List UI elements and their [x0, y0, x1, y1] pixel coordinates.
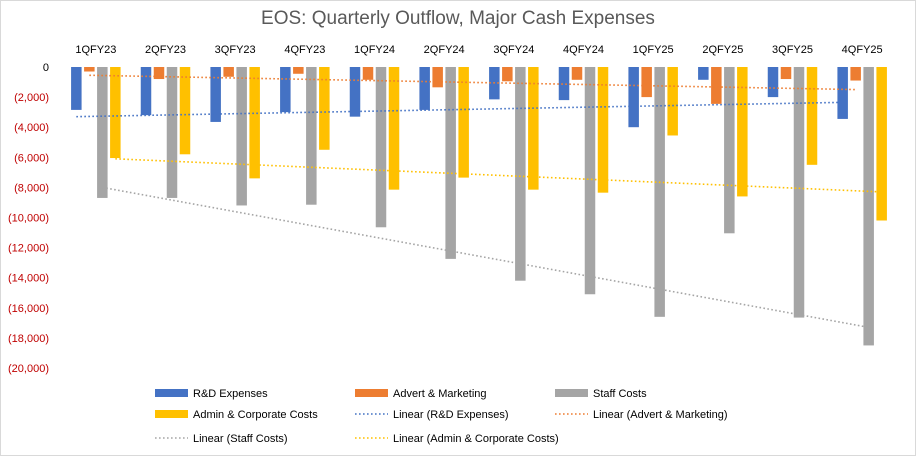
x-tick-label-1qfy24: 1QFY24	[354, 44, 395, 56]
x-tick-label-1qfy25: 1QFY25	[633, 44, 674, 56]
bar-r-d-expenses-2qfy24	[419, 67, 430, 110]
legend: R&D Expenses Advert & Marketing Staff Cost…	[155, 388, 728, 445]
bar-admin-corporate-costs-2qfy24	[458, 67, 469, 178]
bar-r-d-expenses-4qfy24	[558, 67, 570, 101]
bar-advert-marketing-3qfy24	[502, 67, 513, 82]
legend-label-linear-staff-costs: Linear (Staff Costs)	[193, 433, 288, 445]
bar-staff-costs-2qfy25	[724, 67, 735, 234]
y-tick-label: (16,000)	[8, 303, 49, 315]
x-tick-label-4qfy23: 4QFY23	[284, 44, 325, 56]
bar-admin-corporate-costs-3qfy24	[528, 67, 539, 190]
bar-r-d-expenses-2qfy23	[140, 67, 152, 116]
bar-r-d-expenses-4qfy23	[280, 67, 291, 113]
legend-label-r-d-expenses: R&D Expenses	[193, 388, 268, 400]
bar-r-d-expenses-1qfy25	[628, 67, 639, 128]
trendlines	[76, 74, 882, 329]
bar-staff-costs-2qfy23	[166, 67, 178, 198]
bar-advert-marketing-3qfy25	[780, 67, 792, 80]
x-tick-label-3qfy25: 3QFY25	[772, 44, 813, 56]
bar-staff-costs-1qfy23	[97, 67, 108, 198]
legend-swatch-staff-costs	[555, 389, 588, 397]
bar-staff-costs-3qfy25	[793, 67, 805, 318]
bar-admin-corporate-costs-4qfy24	[597, 67, 609, 193]
bar-admin-corporate-costs-1qfy25	[667, 67, 678, 136]
bar-advert-marketing-1qfy24	[362, 67, 374, 80]
bar-advert-marketing-1qfy25	[641, 67, 652, 98]
bar-r-d-expenses-2qfy25	[698, 67, 709, 80]
legend-label-linear-advert-marketing: Linear (Advert & Marketing)	[593, 409, 728, 421]
y-tick-label: (2,000)	[14, 92, 49, 104]
y-tick-label: (12,000)	[8, 243, 49, 255]
bar-advert-marketing-2qfy23	[153, 67, 165, 80]
bar-staff-costs-2qfy24	[445, 67, 456, 259]
bar-admin-corporate-costs-4qfy25	[876, 67, 887, 221]
y-axis-labels: 0 (2,000) (4,000) (6,000) (8,000) (10,000) (12…	[8, 62, 49, 375]
x-tick-label-3qfy24: 3QFY24	[493, 44, 534, 56]
bar-advert-marketing-4qfy23	[293, 67, 304, 74]
legend-label-linear-admin-corporate-costs: Linear (Admin & Corporate Costs)	[393, 433, 559, 445]
bar-admin-corporate-costs-1qfy23	[110, 67, 121, 159]
y-tick-label: (8,000)	[14, 182, 49, 194]
x-tick-label-2qfy23: 2QFY23	[145, 44, 186, 56]
bar-admin-corporate-costs-3qfy23	[249, 67, 260, 179]
bar-r-d-expenses-3qfy23	[210, 67, 221, 122]
bar-series	[71, 67, 887, 346]
bar-staff-costs-3qfy24	[515, 67, 526, 281]
bar-advert-marketing-2qfy25	[711, 67, 722, 104]
trendline-linear-staff-costs	[102, 186, 869, 329]
bar-advert-marketing-4qfy24	[571, 67, 583, 80]
bar-r-d-expenses-3qfy25	[767, 67, 779, 98]
trendline-linear-admin-corporate-costs	[115, 158, 882, 193]
bar-staff-costs-1qfy24	[375, 67, 387, 228]
bar-admin-corporate-costs-1qfy24	[388, 67, 400, 190]
x-tick-label-4qfy25: 4QFY25	[842, 44, 883, 56]
y-tick-label: (14,000)	[8, 273, 49, 285]
y-tick-label: (4,000)	[14, 122, 49, 134]
x-tick-label-1qfy23: 1QFY23	[75, 44, 116, 56]
x-tick-label-3qfy23: 3QFY23	[215, 44, 256, 56]
bar-r-d-expenses-1qfy23	[71, 67, 82, 110]
legend-label-admin-corporate-costs: Admin & Corporate Costs	[193, 409, 318, 421]
x-tick-label-2qfy25: 2QFY25	[702, 44, 743, 56]
legend-swatch-r-d-expenses	[155, 389, 188, 397]
bar-admin-corporate-costs-2qfy25	[737, 67, 748, 197]
legend-swatch-advert-marketing	[355, 389, 388, 397]
bar-advert-marketing-3qfy23	[223, 67, 234, 77]
bar-admin-corporate-costs-3qfy25	[806, 67, 818, 165]
bar-advert-marketing-2qfy24	[432, 67, 443, 88]
x-tick-label-4qfy24: 4QFY24	[563, 44, 604, 56]
bar-staff-costs-4qfy24	[584, 67, 596, 295]
bar-r-d-expenses-1qfy24	[349, 67, 361, 117]
legend-label-advert-marketing: Advert & Marketing	[393, 388, 487, 400]
bar-admin-corporate-costs-2qfy23	[179, 67, 191, 155]
y-tick-label: (20,000)	[8, 363, 49, 375]
y-tick-label: (10,000)	[8, 213, 49, 225]
chart-title: EOS: Quarterly Outflow, Major Cash Expen…	[261, 8, 655, 29]
bar-staff-costs-4qfy23	[306, 67, 317, 205]
bar-admin-corporate-costs-4qfy23	[319, 67, 330, 150]
x-tick-label-2qfy24: 2QFY24	[424, 44, 465, 56]
bar-advert-marketing-4qfy25	[850, 67, 861, 81]
x-axis-labels: 1QFY23 2QFY23 3QFY23 4QFY23 1QFY24 2QFY24 3QFY…	[75, 44, 882, 56]
bar-advert-marketing-1qfy23	[84, 67, 95, 72]
y-tick-label: 0	[43, 62, 49, 74]
bar-staff-costs-3qfy23	[236, 67, 247, 206]
legend-label-staff-costs: Staff Costs	[593, 388, 647, 400]
y-tick-label: (6,000)	[14, 152, 49, 164]
legend-label-linear-r-d-expenses: Linear (R&D Expenses)	[393, 409, 509, 421]
bar-r-d-expenses-4qfy25	[837, 67, 848, 119]
bar-staff-costs-4qfy25	[863, 67, 874, 346]
legend-swatch-admin-corporate-costs	[155, 410, 188, 418]
y-tick-label: (18,000)	[8, 333, 49, 345]
bar-staff-costs-1qfy25	[654, 67, 665, 317]
